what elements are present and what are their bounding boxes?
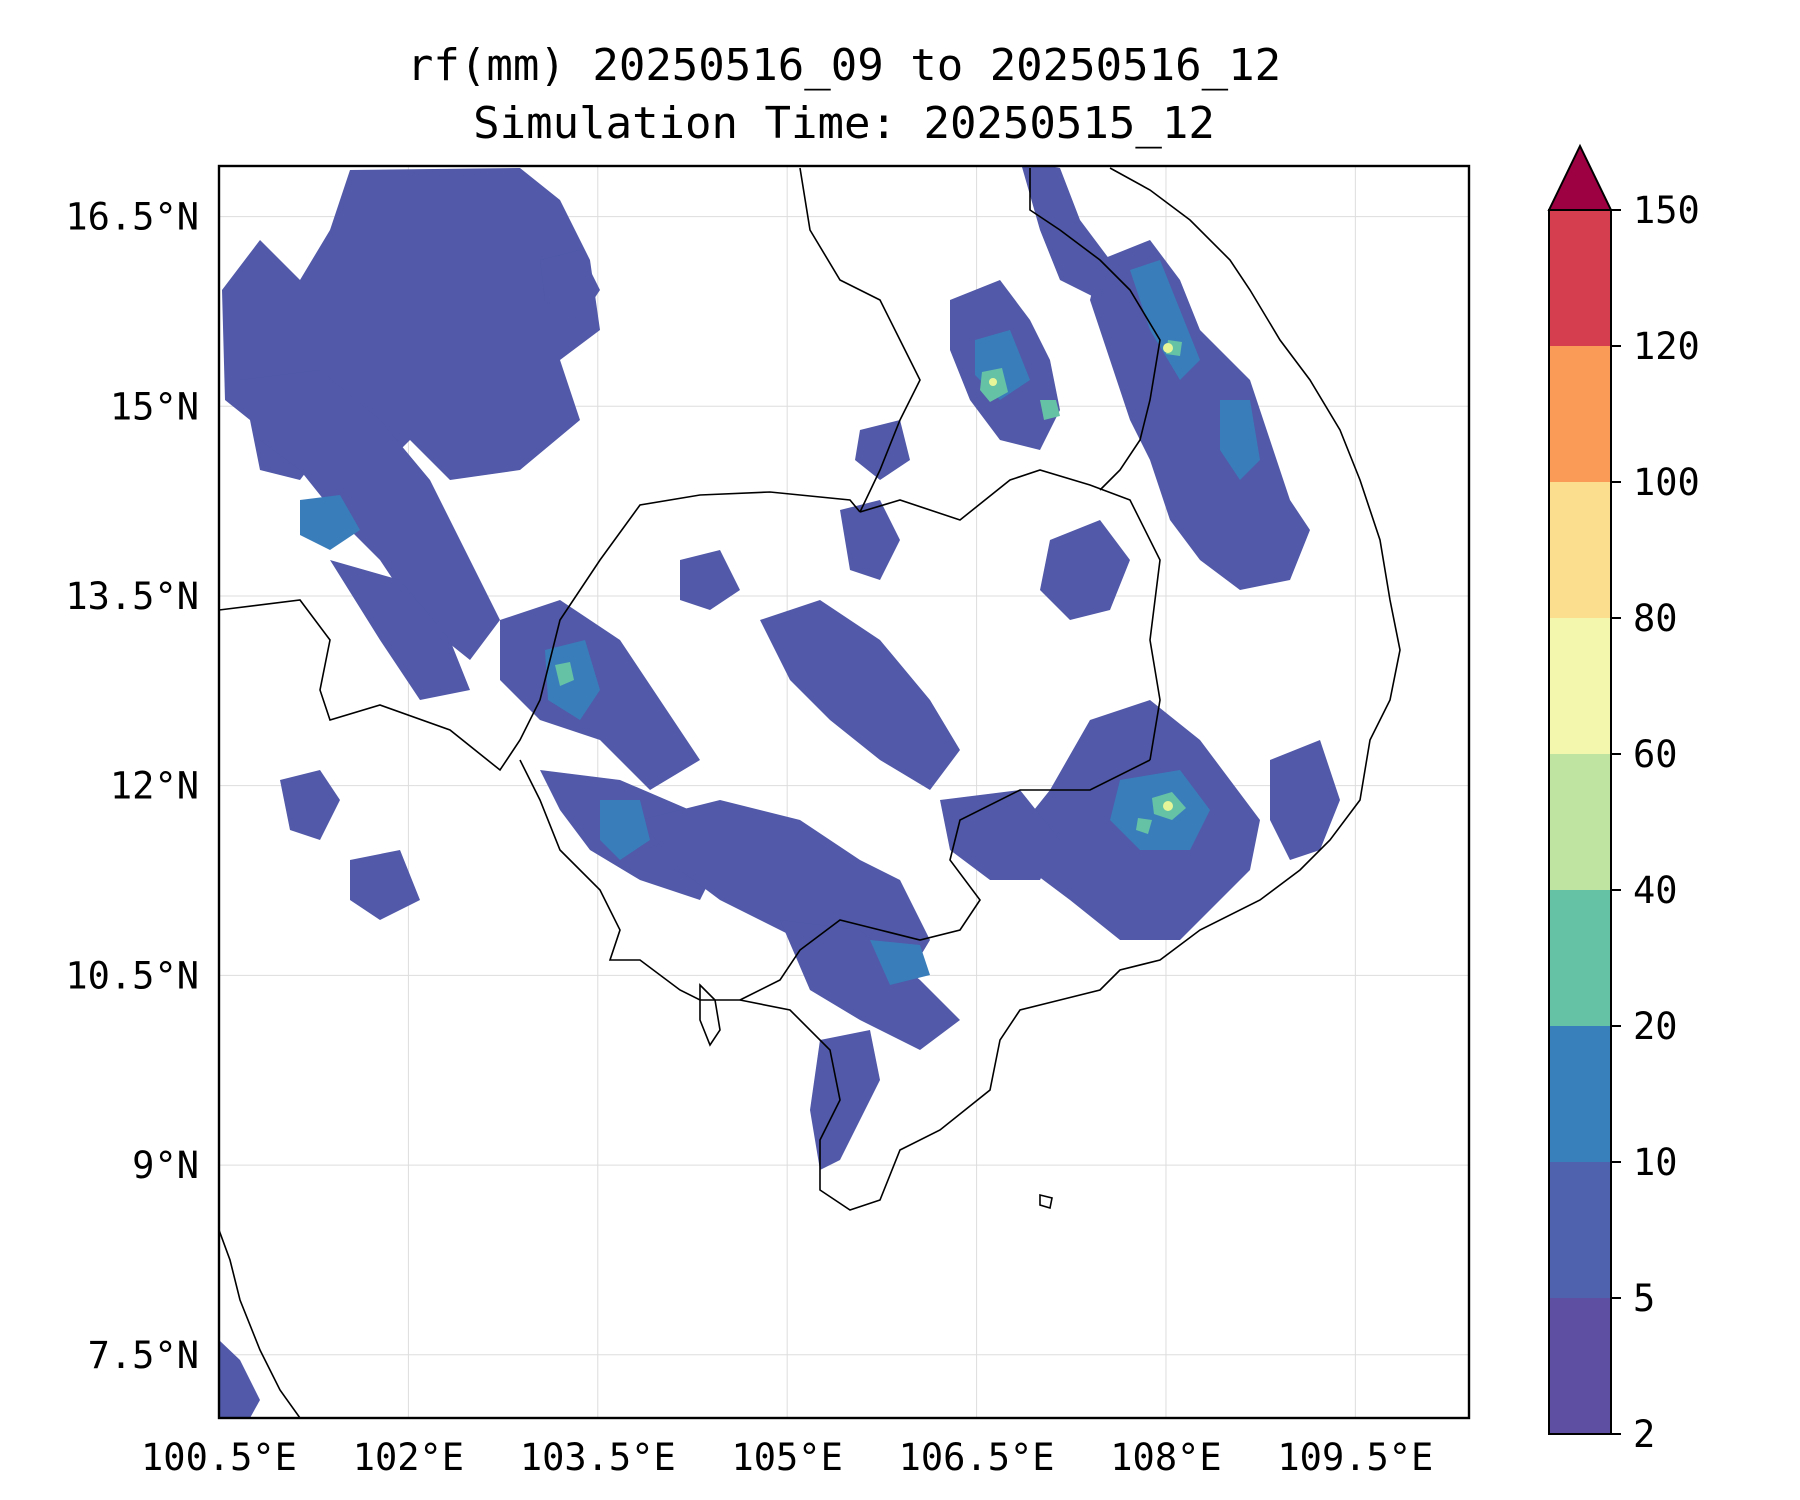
rain-west-scatter <box>280 770 340 840</box>
colorbar-tick-label: 2 <box>1633 1413 1655 1456</box>
rain-high-2 <box>1040 400 1060 420</box>
rain-center <box>760 600 960 790</box>
colorbar-band <box>1549 210 1611 346</box>
colorbar-band <box>1549 1298 1611 1434</box>
rain-blob-n2 <box>855 420 910 480</box>
rain-mid-nw <box>300 495 360 550</box>
lat-tick-label: 16.5°N <box>65 196 199 239</box>
colorbar-band <box>1549 618 1611 754</box>
chart-title: rf(mm) 20250516_09 to 20250516_12 <box>406 40 1282 91</box>
rain-mid-delta <box>870 940 930 985</box>
rain-high-5 <box>555 662 574 686</box>
map-plot-area <box>219 166 1469 1418</box>
colorbar-band <box>1549 890 1611 1026</box>
rain-west-scatter2 <box>350 850 420 920</box>
lat-tick-label: 10.5°N <box>65 954 199 997</box>
colorbar-ticks: 2 5 10 20 40 60 80 100 120 150 <box>1611 189 1700 1456</box>
rain-northwest-band <box>240 370 500 660</box>
rain-high-6 <box>1136 818 1152 834</box>
lat-tick-label: 7.5°N <box>88 1334 199 1377</box>
colorbar-tick-label: 100 <box>1633 461 1700 504</box>
colorbar-tick-label: 60 <box>1633 733 1678 776</box>
chart-subtitle: Simulation Time: 20250515_12 <box>473 98 1215 149</box>
rain-mid-coast <box>600 800 650 860</box>
colorbar-tick-label: 40 <box>1633 869 1678 912</box>
rain-mid-east <box>1040 520 1130 620</box>
cambodia-vietnam-border <box>739 759 1151 1001</box>
colorbar-bands <box>1549 210 1611 1434</box>
rainfall-contours-peak <box>989 343 1173 811</box>
lon-tick-label: 109.5°E <box>1277 1436 1433 1479</box>
colorbar-band <box>1549 1026 1611 1162</box>
lat-tick-label: 12°N <box>110 765 199 808</box>
rain-southwest-isl <box>219 1340 260 1418</box>
rain-mid-ne <box>1130 260 1200 380</box>
laos-vietnam-border <box>1029 168 1161 491</box>
rain-northeast <box>1090 240 1310 590</box>
lon-tick-label: 108°E <box>1110 1436 1221 1479</box>
lon-tick-label: 103.5°E <box>520 1436 676 1479</box>
colorbar-tick-label: 120 <box>1633 325 1700 368</box>
colorbar-tick-label: 10 <box>1633 1141 1678 1184</box>
rain-camau <box>810 1030 880 1170</box>
rain-thai-coast <box>330 560 470 700</box>
thai-peninsula-coast <box>219 1229 301 1418</box>
rain-peak-2 <box>1163 801 1173 811</box>
rain-east-cambodia <box>940 790 1060 880</box>
colorbar-tick-label: 20 <box>1633 1005 1678 1048</box>
colorbar-tick-label: 5 <box>1633 1277 1655 1320</box>
rain-peak-1 <box>1163 343 1173 353</box>
map-frame <box>217 164 1471 1420</box>
lon-tick-label: 100.5°E <box>141 1436 297 1479</box>
lat-tick-label: 9°N <box>132 1144 199 1187</box>
lon-tick-label: 102°E <box>353 1436 464 1479</box>
colorbar-band <box>1549 754 1611 890</box>
thailand-cambodia-border <box>219 491 861 772</box>
lon-tick-label: 106.5°E <box>899 1436 1055 1479</box>
rain-cardamom <box>500 600 700 790</box>
rain-peak-3 <box>989 378 997 386</box>
colorbar-tick-label: 150 <box>1633 189 1700 232</box>
con-dao-island <box>1039 1193 1053 1210</box>
colorbar-band <box>1549 482 1611 618</box>
colorbar-frame <box>1548 209 1612 1435</box>
rain-blob-n1 <box>540 250 600 320</box>
rain-east-laos <box>1021 166 1110 300</box>
rain-tonle-sap <box>840 500 900 580</box>
colorbar-band <box>1549 1162 1611 1298</box>
rainfall-contours-high <box>555 340 1186 834</box>
axis-ticks: 100.5°E 102°E 103.5°E 105°E 106.5°E 108°E 109.… <box>65 196 1433 1479</box>
lon-tick-label: 105°E <box>731 1436 842 1479</box>
colorbar: 2 5 10 20 40 60 80 100 120 150 <box>1547 143 1700 1456</box>
colorbar-band <box>1549 346 1611 482</box>
mekong-delta-coast <box>739 167 1401 1211</box>
rain-south-delta <box>780 920 960 1050</box>
colorbar-tick-label: 80 <box>1633 597 1678 640</box>
colorbar-extend-triangle <box>1547 143 1613 211</box>
lat-tick-label: 15°N <box>110 385 199 428</box>
rain-mid-ne2 <box>1220 400 1260 480</box>
gulf-of-thailand-coast <box>519 759 740 1001</box>
rain-blob-mid <box>680 550 740 610</box>
lat-tick-label: 13.5°N <box>65 575 199 618</box>
coastlines-borders <box>219 167 1401 1418</box>
rain-east-coast <box>1270 740 1340 860</box>
laos-thailand-mekong <box>799 167 921 513</box>
phu-quoc-island <box>699 983 721 1047</box>
laos-cambodia-border <box>859 469 1161 761</box>
